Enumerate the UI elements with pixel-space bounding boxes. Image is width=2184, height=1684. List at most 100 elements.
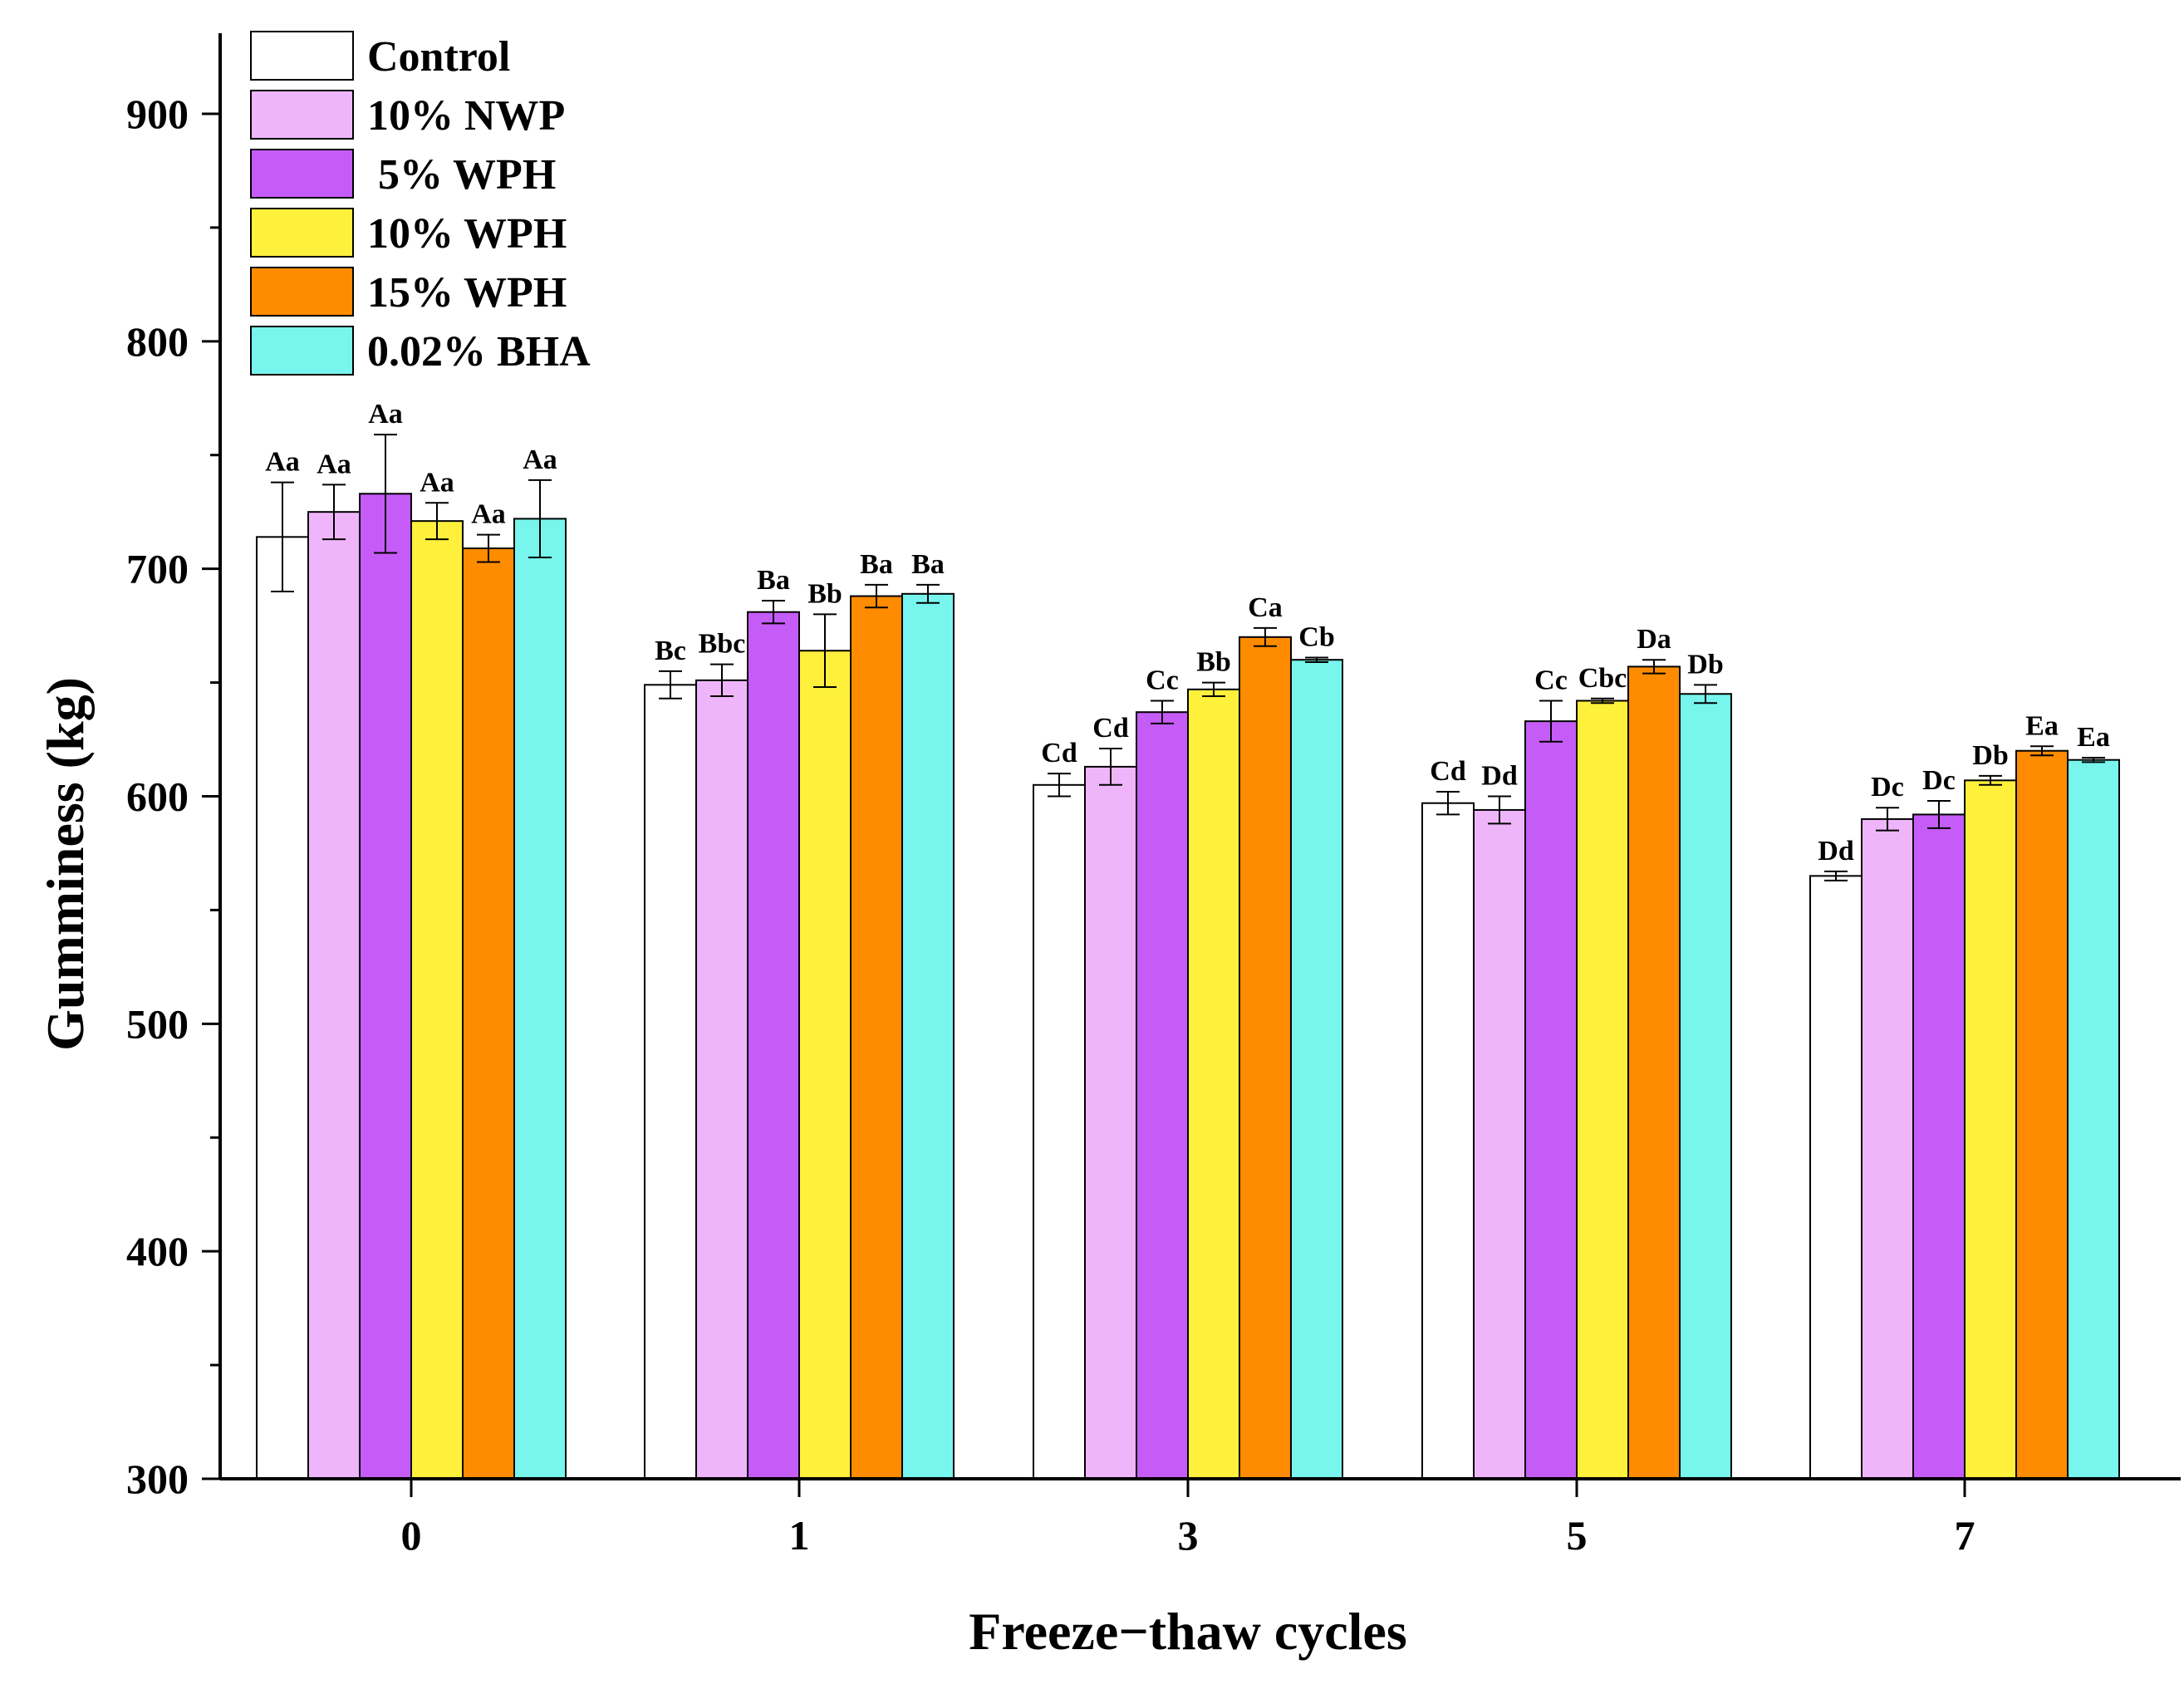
error-bar-cycle-5-series-1 bbox=[1488, 795, 1511, 825]
error-bar-cycle-3-series-1 bbox=[1099, 747, 1122, 786]
error-bar-cycle-1-series-3 bbox=[813, 613, 837, 689]
y-tick-label-600: 600 bbox=[126, 773, 189, 820]
error-bar-cycle-7-series-5 bbox=[2082, 756, 2105, 763]
significance-letter-cycle-3-series-5: Cb bbox=[1298, 621, 1334, 652]
significance-letter-cycle-5-series-1: Dd bbox=[1481, 761, 1518, 792]
error-bar-cycle-7-series-2 bbox=[1927, 799, 1951, 829]
legend-label-4: 15% WPH bbox=[367, 269, 567, 317]
significance-letter-cycle-1-series-4: Ba bbox=[860, 549, 893, 580]
legend-label-2: 5% WPH bbox=[367, 151, 556, 199]
significance-letter-cycle-3-series-2: Cc bbox=[1146, 665, 1179, 695]
error-bar-cycle-0-series-3 bbox=[425, 502, 449, 541]
bar-cycle-3-series-2 bbox=[1136, 711, 1189, 1480]
error-bar-cycle-1-series-4 bbox=[865, 583, 888, 609]
error-bar-cycle-3-series-0 bbox=[1048, 773, 1071, 798]
bar-cycle-3-series-3 bbox=[1187, 688, 1240, 1480]
x-tick-label-7: 7 bbox=[1955, 1512, 1975, 1559]
bar-cycle-3-series-0 bbox=[1033, 783, 1086, 1480]
significance-letter-cycle-1-series-1: Bbc bbox=[699, 629, 746, 660]
legend-swatch-4 bbox=[250, 267, 354, 317]
significance-letter-cycle-1-series-5: Ba bbox=[911, 549, 945, 580]
bar-cycle-1-series-2 bbox=[747, 611, 800, 1480]
x-tick-label-1: 1 bbox=[789, 1512, 810, 1559]
y-tick-label-700: 700 bbox=[126, 546, 189, 592]
bar-cycle-3-series-4 bbox=[1239, 636, 1292, 1480]
bar-cycle-7-series-4 bbox=[2015, 749, 2069, 1480]
error-bar-cycle-7-series-3 bbox=[1979, 774, 2002, 786]
x-tick-label-5: 5 bbox=[1567, 1512, 1588, 1559]
bar-cycle-3-series-5 bbox=[1290, 659, 1343, 1480]
error-bar-cycle-5-series-0 bbox=[1436, 791, 1460, 816]
error-bar-cycle-5-series-5 bbox=[1694, 684, 1717, 705]
y-tick-label-400: 400 bbox=[126, 1228, 189, 1274]
significance-letter-cycle-7-series-3: Db bbox=[1972, 740, 2008, 771]
significance-letter-cycle-5-series-4: Da bbox=[1637, 624, 1671, 655]
y-tick-label-900: 900 bbox=[126, 91, 189, 137]
error-bar-cycle-1-series-1 bbox=[710, 663, 734, 698]
error-bar-cycle-7-series-4 bbox=[2030, 745, 2054, 757]
significance-letter-cycle-5-series-3: Cbc bbox=[1578, 663, 1627, 694]
bar-cycle-1-series-3 bbox=[798, 650, 852, 1480]
error-bar-cycle-7-series-1 bbox=[1876, 807, 1899, 832]
legend-swatch-5 bbox=[250, 326, 354, 376]
y-tick-label-300: 300 bbox=[126, 1456, 189, 1502]
significance-letter-cycle-0-series-2: Aa bbox=[368, 399, 403, 430]
bar-cycle-0-series-0 bbox=[256, 536, 309, 1480]
legend-label-1: 10% NWP bbox=[367, 92, 565, 140]
error-bar-cycle-0-series-0 bbox=[271, 481, 294, 593]
significance-letter-cycle-3-series-3: Bb bbox=[1196, 647, 1231, 678]
x-tick-label-3: 3 bbox=[1178, 1512, 1199, 1559]
significance-letter-cycle-0-series-0: Aa bbox=[265, 447, 300, 478]
bar-cycle-7-series-5 bbox=[2067, 759, 2120, 1480]
bar-cycle-7-series-2 bbox=[1912, 813, 1966, 1480]
significance-letter-cycle-5-series-2: Cc bbox=[1534, 665, 1568, 695]
axes-layer: 0 1 3 5 7 300 400 500 600 700 800 900 bbox=[126, 33, 2181, 1559]
bar-cycle-1-series-4 bbox=[850, 595, 903, 1480]
significance-letter-cycle-3-series-1: Cd bbox=[1092, 713, 1129, 744]
significance-letter-cycle-7-series-2: Dc bbox=[1922, 765, 1956, 796]
bar-cycle-0-series-1 bbox=[307, 511, 361, 1480]
error-bar-cycle-0-series-1 bbox=[322, 484, 346, 541]
bar-cycle-1-series-5 bbox=[901, 592, 955, 1480]
bar-cycle-1-series-1 bbox=[695, 679, 748, 1480]
legend-swatch-1 bbox=[250, 90, 354, 140]
error-bar-cycle-3-series-3 bbox=[1202, 681, 1225, 698]
legend-swatch-2 bbox=[250, 149, 354, 199]
bar-cycle-5-series-2 bbox=[1524, 720, 1578, 1480]
legend: Control 10% NWP 5% WPH 10% WPH 15% WPH 0.02%… bbox=[250, 31, 591, 376]
error-bar-cycle-3-series-2 bbox=[1151, 700, 1174, 724]
legend-label-3: 10% WPH bbox=[367, 210, 567, 258]
bars-layer bbox=[256, 493, 2120, 1480]
significance-letter-cycle-7-series-1: Dc bbox=[1871, 772, 1904, 803]
significance-letter-cycle-3-series-0: Cd bbox=[1041, 738, 1077, 768]
significance-letter-cycle-7-series-0: Dd bbox=[1818, 836, 1854, 867]
error-bar-cycle-1-series-2 bbox=[762, 600, 785, 625]
significance-letter-cycle-0-series-5: Aa bbox=[523, 444, 557, 475]
bar-cycle-5-series-0 bbox=[1421, 802, 1475, 1480]
legend-swatch-0 bbox=[250, 31, 354, 81]
error-bar-cycle-0-series-2 bbox=[374, 434, 397, 554]
significance-letter-cycle-3-series-4: Ca bbox=[1248, 592, 1283, 623]
error-bar-cycle-1-series-5 bbox=[916, 583, 940, 604]
bar-cycle-5-series-5 bbox=[1679, 693, 1732, 1480]
error-bars-layer bbox=[271, 434, 2105, 881]
bar-cycle-0-series-4 bbox=[462, 547, 515, 1480]
significance-letter-cycle-0-series-3: Aa bbox=[420, 467, 454, 498]
error-bar-cycle-7-series-0 bbox=[1824, 870, 1848, 881]
y-tick-label-500: 500 bbox=[126, 1000, 189, 1047]
significance-letter-cycle-1-series-2: Ba bbox=[757, 565, 790, 596]
significance-letter-cycle-5-series-5: Db bbox=[1687, 649, 1723, 680]
y-axis-title: Gumminess (kg) bbox=[36, 677, 95, 1051]
significance-letter-cycle-1-series-3: Bb bbox=[807, 578, 842, 609]
bar-cycle-0-series-3 bbox=[410, 520, 464, 1480]
bar-cycle-5-series-3 bbox=[1576, 700, 1629, 1480]
legend-label-0: Control bbox=[367, 33, 510, 81]
bar-cycle-5-series-4 bbox=[1627, 665, 1681, 1480]
significance-letter-cycle-0-series-1: Aa bbox=[317, 449, 351, 479]
error-bar-cycle-1-series-0 bbox=[659, 670, 682, 700]
bar-cycle-7-series-3 bbox=[1964, 779, 2017, 1480]
bar-cycle-0-series-2 bbox=[359, 493, 412, 1480]
bar-cycle-3-series-1 bbox=[1084, 765, 1137, 1480]
bar-cycle-7-series-1 bbox=[1861, 817, 1914, 1480]
